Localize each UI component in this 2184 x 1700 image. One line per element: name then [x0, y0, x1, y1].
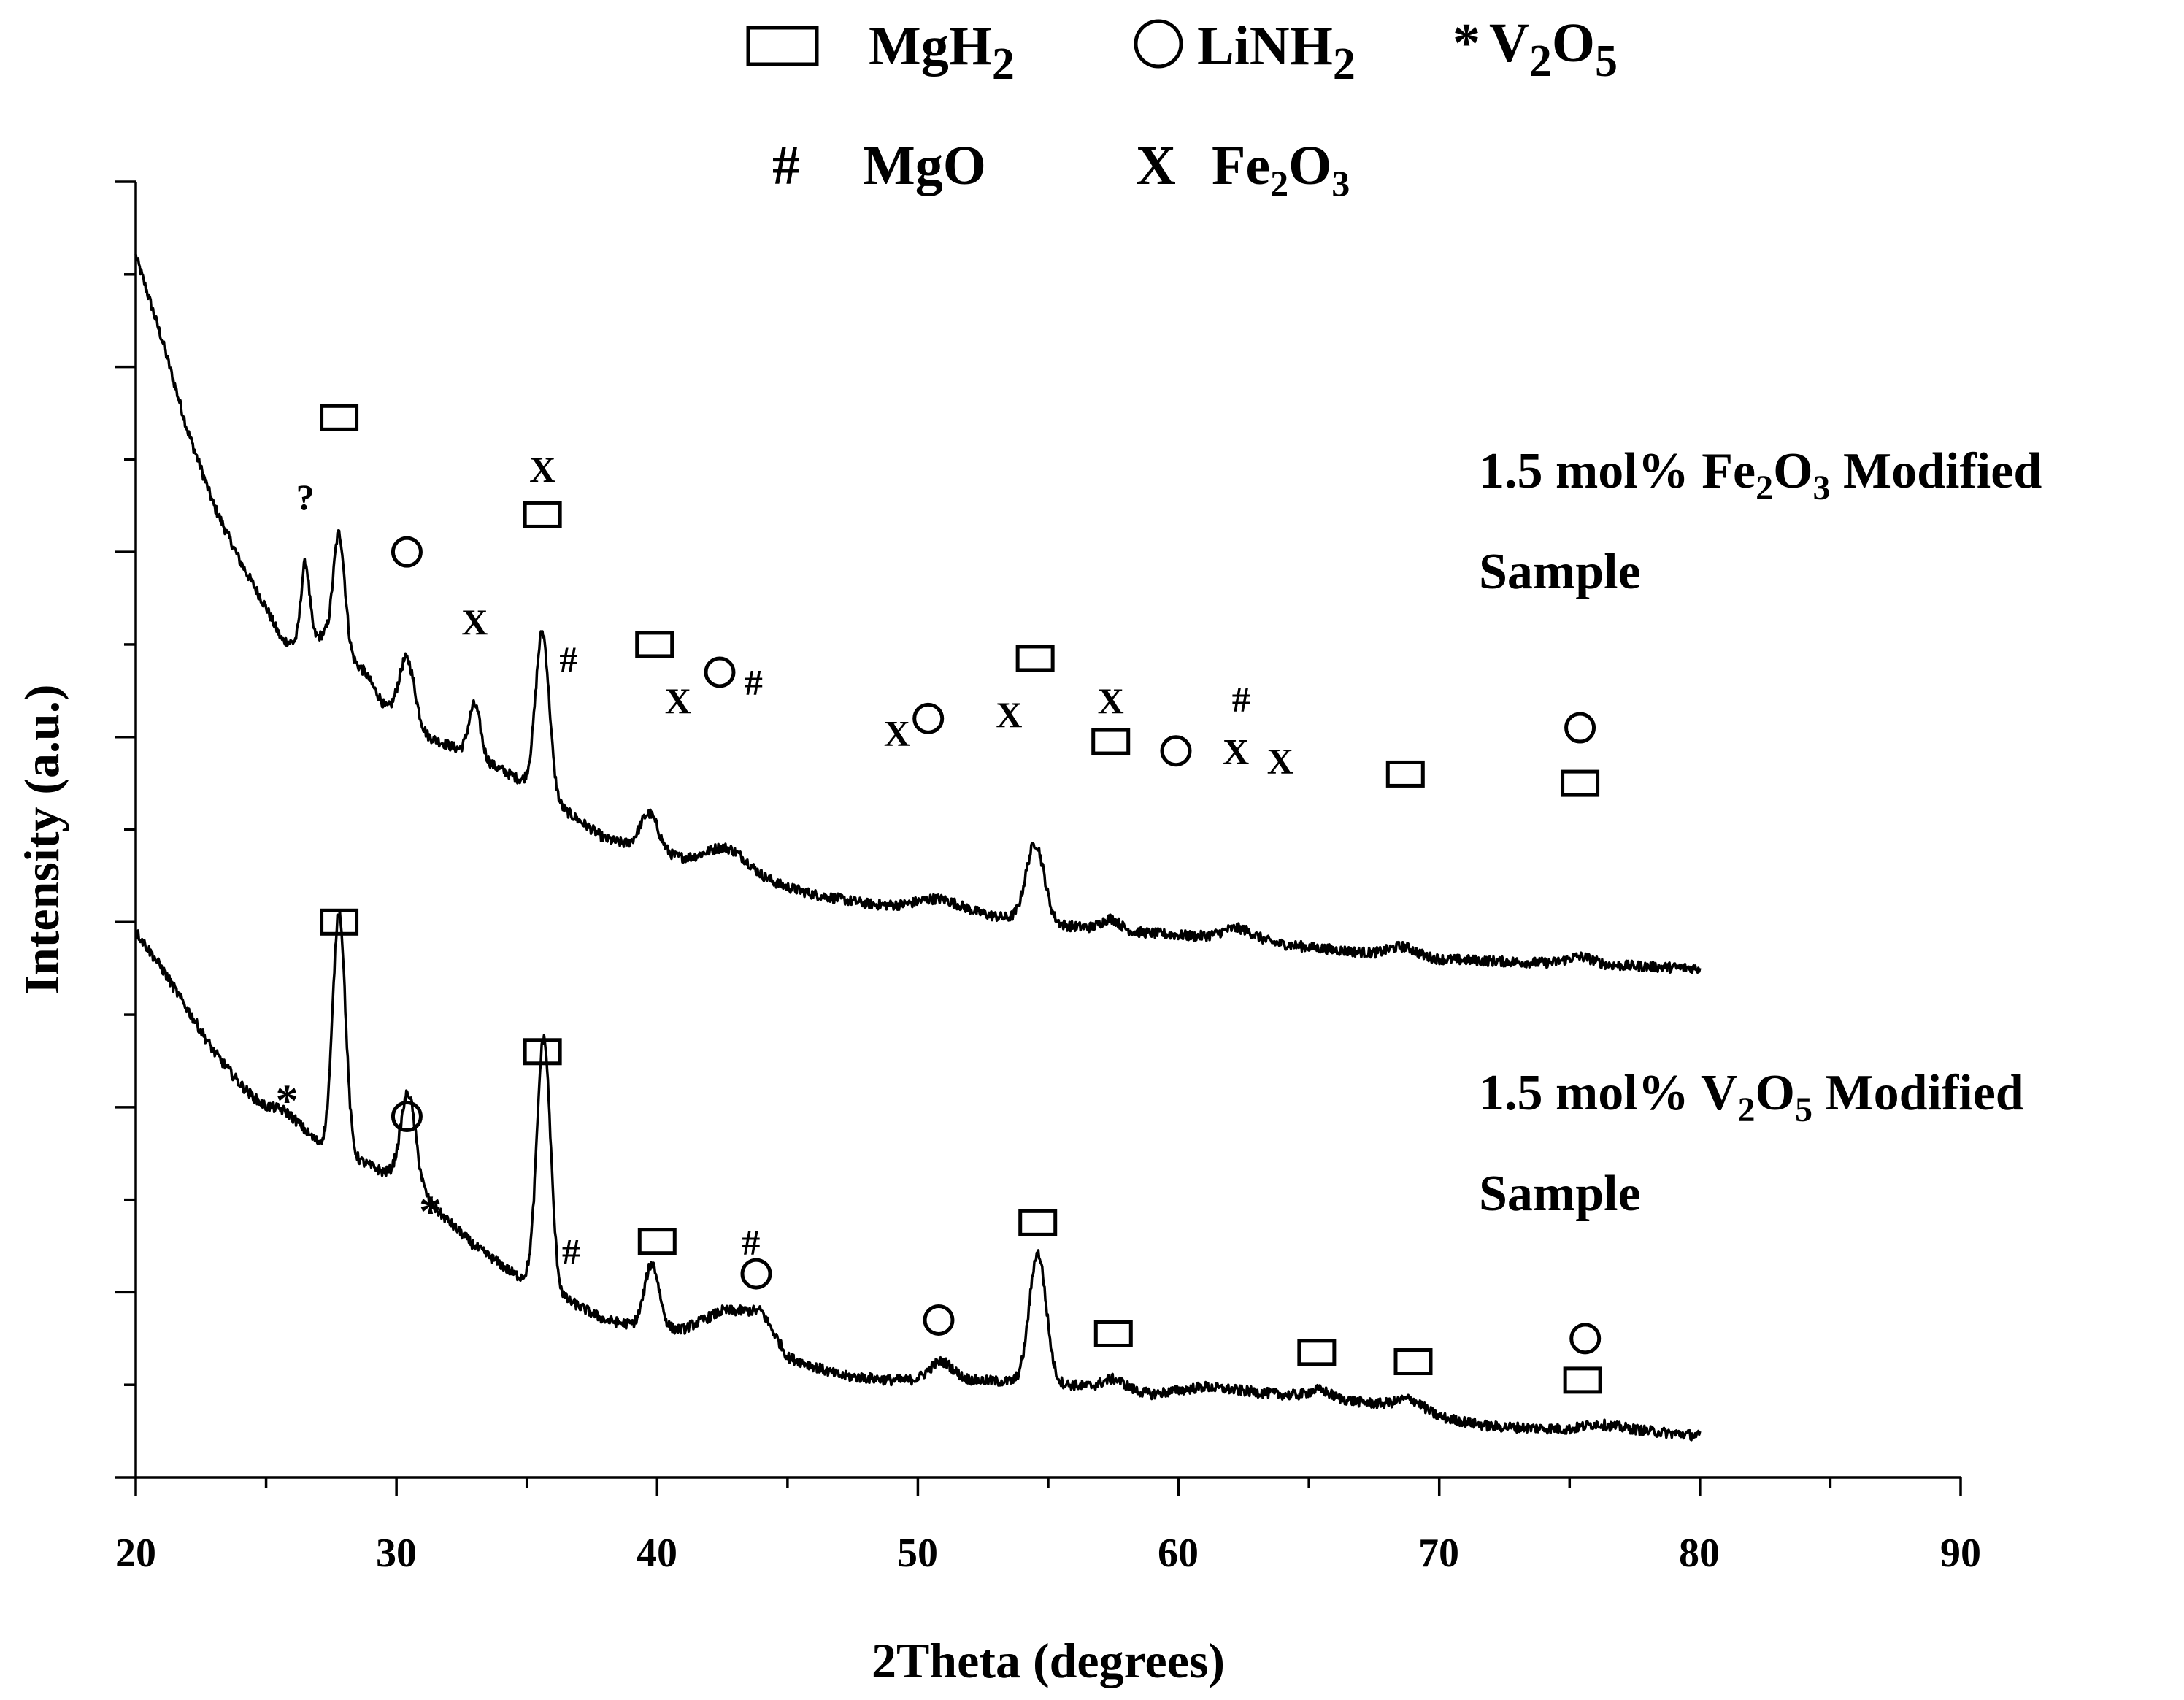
legend-entry-v2o5: * V2O5	[1453, 12, 1618, 86]
fe2o3-peak-marker: X	[1267, 740, 1293, 781]
x-axis-ticks	[134, 1477, 1962, 1496]
legend-label: MgO	[863, 135, 986, 196]
legend-circle-icon	[1134, 19, 1183, 69]
xrd-trace-v2o5	[134, 909, 1702, 1442]
mgh2-peak-marker	[523, 501, 562, 528]
mgh2-peak-marker	[637, 1228, 677, 1255]
series-label-fe2o3: 1.5 mol% Fe2O3 Modified Sample	[1479, 443, 2042, 600]
series-label-v2o5: 1.5 mol% V2O5 Modified Sample	[1479, 1065, 2024, 1222]
x-tick-label: 90	[1940, 1531, 1981, 1576]
fe2o3-peak-marker: X	[665, 680, 691, 721]
x-tick-label: 80	[1679, 1531, 1720, 1576]
x-tick-label: 70	[1418, 1531, 1459, 1576]
legend-entry-linh2: LiNH2	[1134, 15, 1356, 89]
unknown-peak-marker: ?	[296, 477, 315, 518]
series-label-line1: 1.5 mol% V2O5 Modified	[1479, 1065, 2024, 1129]
linh2-peak-marker	[1564, 712, 1596, 744]
x-tick-label: 60	[1158, 1531, 1199, 1576]
linh2-peak-marker	[740, 1258, 772, 1290]
fe2o3-peak-marker: X	[884, 712, 910, 753]
mgh2-peak-marker	[635, 631, 674, 658]
mgh2-peak-marker	[1385, 760, 1425, 788]
mgh2-peak-marker	[1561, 769, 1600, 797]
legend-label: LiNH2	[1197, 15, 1356, 89]
linh2-peak-marker	[1569, 1323, 1602, 1355]
v2o5-peak-marker: *	[419, 1188, 442, 1237]
legend-label: V2O5	[1489, 12, 1618, 86]
series-label-line1: 1.5 mol% Fe2O3 Modified	[1479, 443, 2042, 507]
legend-label: MgH2	[869, 15, 1015, 89]
mgh2-peak-marker	[1093, 1320, 1133, 1347]
mgh2-peak-marker	[1297, 1339, 1337, 1366]
x-tick-label: 30	[376, 1531, 417, 1576]
fe2o3-peak-marker: X	[529, 449, 555, 490]
mgh2-peak-marker	[1091, 728, 1131, 755]
fe2o3-peak-marker: X	[461, 601, 488, 642]
linh2-peak-marker	[923, 1304, 955, 1336]
legend-square-icon	[746, 26, 819, 66]
mgh2-peak-marker	[320, 404, 359, 431]
mgo-peak-marker: #	[559, 639, 577, 680]
mgo-peak-marker: #	[742, 1222, 760, 1263]
fe2o3-peak-marker: X	[1098, 680, 1124, 721]
v2o5-peak-marker: *	[276, 1077, 299, 1126]
linh2-peak-marker	[391, 1101, 423, 1133]
peak-annotations-v2o5: * * # #	[276, 908, 1602, 1394]
linh2-peak-marker	[1160, 735, 1192, 767]
mgh2-peak-marker	[523, 1038, 562, 1066]
linh2-peak-marker	[912, 702, 945, 734]
fe2o3-peak-marker: X	[1223, 731, 1249, 772]
xrd-trace-fe2o3	[134, 254, 1702, 974]
mgh2-peak-marker	[1563, 1366, 1602, 1394]
legend-asterisk-icon: *	[1453, 12, 1480, 74]
series-label-line2: Sample	[1479, 544, 1641, 600]
mgh2-peak-marker	[320, 908, 359, 936]
legend: MgH2 LiNH2 * V2O5 # MgO X Fe2O3	[746, 12, 1618, 204]
mgh2-peak-marker	[1015, 645, 1055, 672]
fe2o3-peak-marker: X	[996, 694, 1022, 735]
mgo-peak-marker: #	[562, 1231, 580, 1272]
y-axis-ticks	[115, 180, 136, 1479]
axes: 20 30 40 50 60 70 80 90 2Theta (degrees)…	[14, 180, 1981, 1688]
x-tick-label: 50	[897, 1531, 938, 1576]
x-tick-label: 40	[637, 1531, 677, 1576]
x-tick-label: 20	[115, 1531, 156, 1576]
peak-annotations-fe2o3: ?XX#X #X X XX#X	[296, 404, 1600, 797]
mgh2-peak-marker	[1018, 1209, 1058, 1236]
mgh2-peak-marker	[1393, 1348, 1433, 1376]
x-tick-labels: 20 30 40 50 60 70 80 90	[115, 1531, 1981, 1576]
y-axis-label: Intensity (a.u.)	[14, 684, 69, 994]
linh2-peak-marker	[391, 536, 423, 568]
legend-label: Fe2O3	[1212, 135, 1350, 204]
legend-x-icon: X	[1136, 135, 1176, 196]
legend-hash-icon: #	[772, 135, 800, 196]
linh2-peak-marker	[704, 656, 736, 688]
legend-entry-mgo: # MgO	[772, 135, 986, 196]
series-label-line2: Sample	[1479, 1166, 1641, 1222]
mgo-peak-marker: #	[1232, 678, 1250, 719]
legend-entry-mgh2: MgH2	[746, 15, 1015, 89]
legend-entry-fe2o3: X Fe2O3	[1136, 135, 1350, 204]
mgo-peak-marker: #	[745, 662, 763, 703]
x-axis-label: 2Theta (degrees)	[872, 1633, 1225, 1688]
